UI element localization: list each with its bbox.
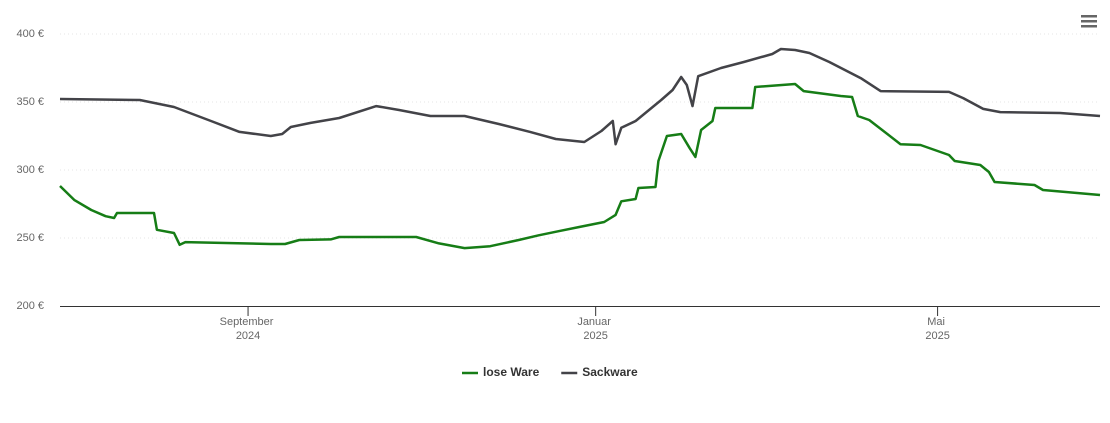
legend-text: Sackware — [582, 365, 638, 379]
x-tick-label-line: September — [220, 316, 277, 328]
x-tick-label: September 2024 — [220, 316, 277, 342]
menu-bar — [1081, 15, 1097, 18]
menu-button[interactable] — [1078, 12, 1100, 32]
menu-bar — [1081, 20, 1097, 23]
x-tick-label: Januar 2025 — [577, 316, 614, 342]
series-line — [59, 82, 1101, 250]
x-tick-label-line: Mai — [927, 316, 948, 328]
series-line — [59, 47, 1101, 146]
x-tick-label-line: 2025 — [583, 330, 607, 342]
x-tick-label-line: 2025 — [925, 330, 949, 342]
x-tick-label-line: Januar — [577, 316, 614, 328]
y-tick-label: 400 € — [16, 28, 44, 40]
y-tick-label: 250 € — [16, 232, 44, 244]
y-tick-label: 350 € — [16, 96, 44, 108]
y-tick-label: 200 € — [16, 300, 44, 312]
legend-text: lose Ware — [483, 365, 540, 379]
y-tick-label: 300 € — [16, 164, 44, 176]
x-tick-label-line: 2024 — [236, 330, 260, 342]
x-tick-label: Mai 2025 — [925, 316, 949, 342]
menu-bar — [1081, 25, 1097, 28]
